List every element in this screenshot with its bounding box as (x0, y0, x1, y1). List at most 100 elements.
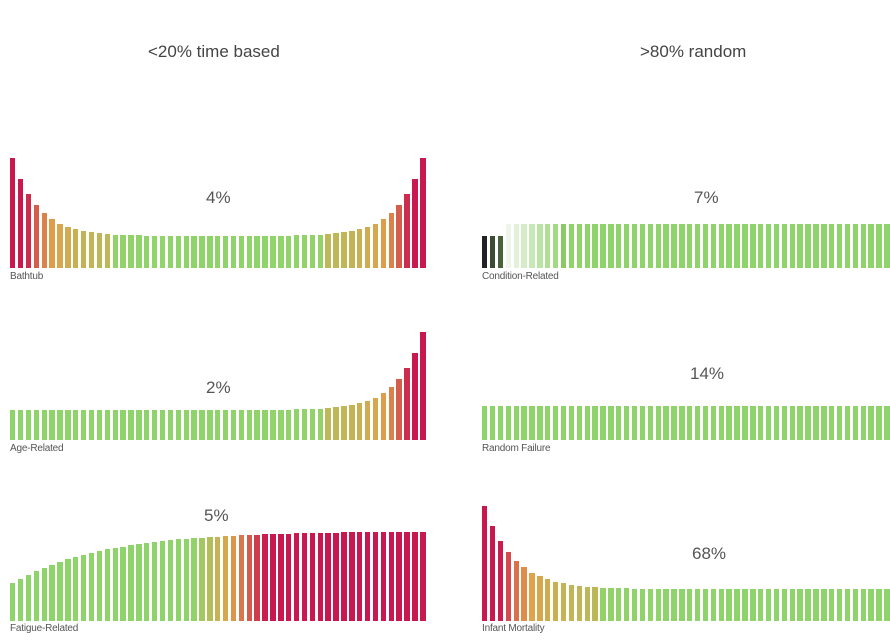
pattern-bathtub: 4% Bathtub (10, 158, 428, 288)
pattern-bar (309, 234, 316, 268)
pattern-bar (341, 406, 347, 440)
pattern-bar (600, 587, 606, 621)
pattern-bar (655, 588, 661, 621)
pattern-bar (230, 535, 237, 621)
pattern-bar (270, 235, 276, 268)
pattern-bar (482, 236, 488, 268)
pattern-bar (671, 224, 677, 268)
pattern-bar (821, 224, 827, 268)
pattern-bar (112, 234, 118, 268)
pattern-bar (836, 589, 843, 621)
pattern-bar (671, 588, 677, 621)
pattern-bar (404, 367, 410, 440)
pattern-bar (128, 545, 134, 621)
pattern-bar (293, 409, 300, 440)
pattern-bar (246, 235, 252, 268)
pattern-bar (781, 224, 788, 268)
pattern-bar (286, 533, 292, 621)
pattern-name: Bathtub (10, 271, 44, 282)
pattern-bar (199, 410, 205, 440)
pattern-bar (758, 406, 764, 440)
pattern-bar (396, 205, 402, 268)
pattern-bar (750, 224, 756, 268)
pattern-bar (349, 405, 355, 440)
pattern-bar (49, 564, 55, 621)
pattern-bar (860, 406, 866, 440)
pattern-bar (750, 406, 756, 440)
pattern-bar (33, 410, 40, 440)
pattern-bar (813, 589, 819, 621)
pattern-bar (489, 406, 496, 440)
pattern-bar (301, 533, 308, 621)
pattern-bar (254, 235, 260, 268)
pattern-bar (679, 224, 685, 268)
pattern-bar (482, 506, 488, 621)
pattern-bar (80, 231, 87, 268)
pattern-bar (489, 236, 496, 268)
pattern-bar (17, 178, 24, 268)
pattern-bar (497, 540, 504, 621)
pattern-bar (852, 224, 859, 268)
pattern-bar (120, 546, 126, 621)
pattern-bar (765, 406, 772, 440)
pattern-bar (25, 410, 32, 440)
pattern-bar (88, 552, 95, 621)
pattern-bar (286, 235, 292, 268)
pattern-bar (505, 406, 512, 440)
pattern-bar (679, 406, 685, 440)
pattern-bar (482, 406, 488, 440)
pattern-bar (341, 532, 347, 621)
pattern-bar (96, 410, 103, 440)
pattern-bar (868, 224, 874, 268)
pattern-bar (207, 236, 213, 268)
pattern-bar (758, 589, 764, 621)
pattern-bar (73, 229, 79, 268)
pattern-bar (120, 234, 126, 268)
pattern-bar (529, 224, 535, 268)
pattern-bar (734, 224, 740, 268)
pattern-bar (687, 224, 693, 268)
pattern-bar (349, 532, 355, 621)
pattern-bar (600, 406, 606, 440)
pattern-bar (568, 224, 575, 268)
pattern-bar (246, 534, 252, 621)
pattern-bar (726, 224, 732, 268)
pattern-bar (120, 410, 126, 440)
pattern-bar (262, 235, 268, 268)
pattern-bar (868, 589, 874, 621)
bar-strip (482, 332, 890, 440)
pattern-condition-related: 7% Condition-Related (482, 158, 890, 288)
pattern-bar (860, 224, 866, 268)
pattern-bar (325, 234, 331, 268)
pattern-bar (151, 542, 158, 621)
pattern-bar (372, 223, 379, 268)
pattern-bar (80, 410, 87, 440)
pattern-bar (836, 406, 843, 440)
pattern-bar (167, 540, 174, 621)
bar-strip (482, 506, 890, 621)
pattern-bar (33, 205, 40, 268)
pattern-bar (687, 406, 693, 440)
pattern-bar (57, 223, 63, 268)
pattern-bar (655, 224, 661, 268)
pattern-bar (497, 406, 504, 440)
pattern-bar (852, 406, 859, 440)
pattern-bar (364, 532, 371, 621)
pattern-bar (529, 406, 535, 440)
pattern-bar (765, 224, 772, 268)
pattern-bar (773, 406, 780, 440)
pattern-bar (207, 410, 213, 440)
pattern-bar (765, 589, 772, 621)
pattern-age-related: 2% Age-Related (10, 332, 428, 462)
pattern-bar (183, 410, 189, 440)
pattern-bar (159, 541, 166, 621)
pattern-bar (41, 410, 47, 440)
pattern-bar (412, 352, 418, 440)
pattern-bar (17, 578, 24, 621)
pattern-bar (136, 410, 142, 440)
pattern-percent: 4% (206, 188, 231, 207)
pattern-bar (829, 406, 835, 440)
pattern-bar (584, 224, 590, 268)
pattern-bar (222, 410, 229, 440)
pattern-bar (758, 224, 764, 268)
